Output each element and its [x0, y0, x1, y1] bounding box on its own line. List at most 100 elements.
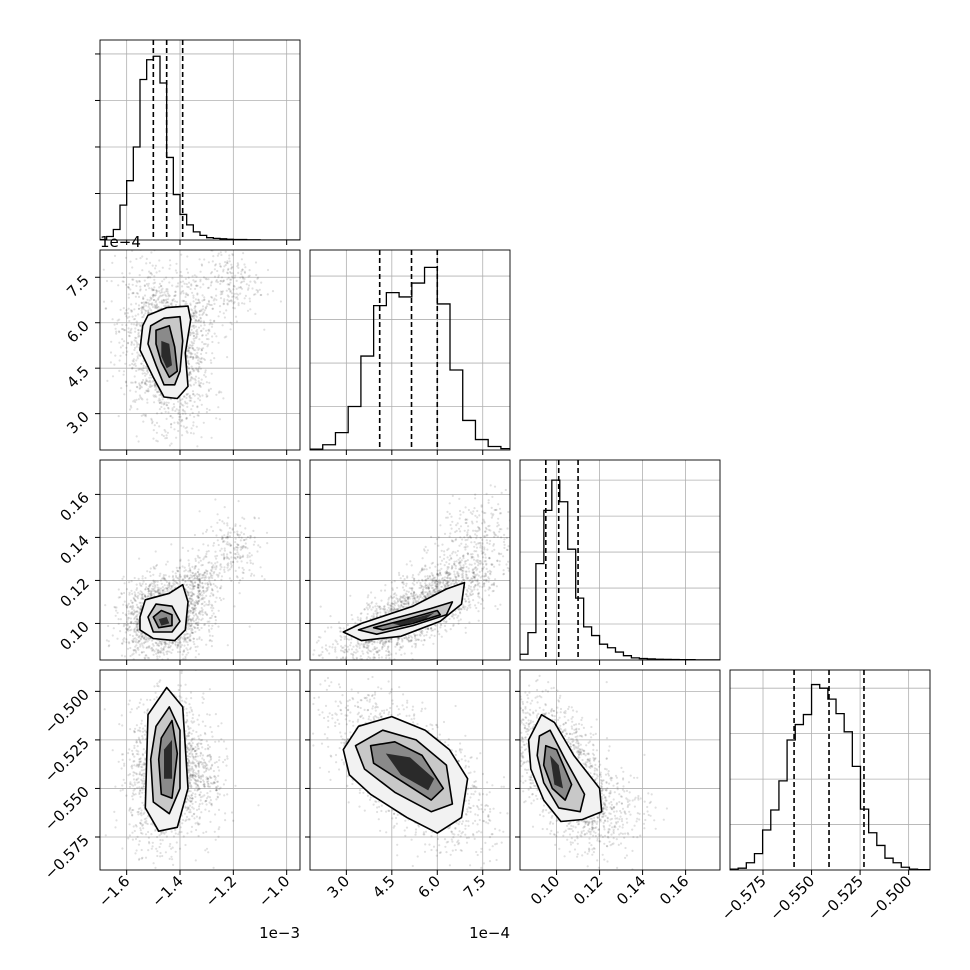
sample-point	[225, 261, 228, 264]
sample-point	[146, 276, 149, 279]
sample-point	[240, 270, 243, 273]
sample-point	[179, 650, 182, 654]
sample-point	[236, 543, 239, 546]
sample-point	[128, 315, 131, 318]
sample-point	[140, 597, 143, 600]
sample-point	[136, 613, 139, 617]
sample-point	[121, 272, 124, 275]
sample-point	[162, 574, 165, 577]
sample-point	[152, 579, 155, 582]
sample-point	[211, 567, 214, 570]
sample-point	[131, 283, 134, 286]
sample-point	[138, 582, 141, 585]
sample-point	[200, 598, 203, 601]
sample-point	[199, 360, 202, 364]
sample-point	[185, 302, 188, 305]
sample-point	[153, 275, 156, 278]
sample-point	[139, 637, 142, 640]
sample-point	[165, 677, 167, 679]
sample-point	[176, 645, 179, 648]
sample-point	[109, 351, 113, 354]
sample-point	[435, 579, 438, 582]
sample-point	[187, 359, 190, 362]
sample-point	[187, 559, 190, 562]
sample-point	[182, 425, 185, 428]
sample-point	[208, 620, 211, 623]
sample-point	[244, 546, 247, 549]
sample-point	[194, 656, 197, 659]
sample-point	[165, 295, 168, 298]
sample-point	[194, 319, 198, 322]
sample-point	[235, 575, 238, 578]
sample-point	[139, 605, 142, 608]
sample-point	[135, 435, 138, 438]
sample-point	[222, 554, 225, 557]
sample-point	[127, 330, 130, 334]
sample-point	[170, 426, 173, 429]
sample-point	[157, 588, 160, 592]
sample-point	[234, 524, 237, 528]
sample-point	[205, 393, 208, 396]
sample-point	[139, 285, 142, 288]
sample-point	[197, 583, 200, 587]
sample-point	[248, 274, 251, 277]
sample-point	[246, 561, 249, 564]
sample-point	[135, 603, 138, 607]
sample-point	[169, 646, 172, 649]
sample-point	[184, 574, 187, 577]
sample-point	[206, 345, 209, 348]
sample-point	[165, 301, 169, 304]
sample-point	[150, 594, 153, 597]
sample-point	[208, 580, 211, 583]
sample-point	[189, 574, 192, 577]
sample-point	[145, 637, 148, 641]
sample-point	[148, 592, 151, 595]
sample-point	[175, 262, 178, 265]
sample-point	[204, 371, 207, 374]
sample-point	[123, 340, 126, 343]
sample-point	[211, 335, 214, 338]
sample-point	[225, 535, 228, 538]
sample-point	[198, 310, 201, 313]
sample-point	[199, 577, 202, 580]
sample-point	[182, 289, 185, 293]
sample-point	[156, 649, 160, 652]
sample-point	[152, 293, 155, 296]
sample-point	[233, 552, 236, 555]
sample-point	[164, 574, 167, 577]
sample-point	[402, 574, 405, 578]
sample-point	[147, 303, 150, 306]
sample-point	[226, 356, 229, 359]
sample-point	[188, 346, 192, 349]
sample-point	[192, 324, 196, 327]
sample-point	[201, 574, 204, 577]
sample-point	[197, 618, 201, 621]
sample-point	[141, 582, 144, 586]
sample-point	[135, 385, 138, 388]
sample-point	[451, 615, 454, 618]
sample-point	[227, 569, 230, 572]
sample-point	[383, 642, 386, 645]
sample-point	[202, 576, 205, 579]
sample-point	[155, 271, 158, 274]
sample-point	[403, 652, 406, 655]
sample-point	[124, 381, 128, 384]
sample-point	[201, 617, 204, 620]
sample-point	[177, 282, 180, 285]
sample-point	[158, 592, 161, 596]
sample-point	[205, 587, 208, 590]
sample-point	[241, 571, 244, 574]
sample-point	[167, 674, 169, 676]
sample-point	[170, 543, 173, 546]
sample-point	[171, 641, 174, 644]
sample-point	[412, 594, 415, 598]
sample-point	[126, 604, 129, 607]
sample-point	[151, 585, 155, 588]
sample-point	[122, 603, 125, 606]
sample-point	[373, 663, 375, 665]
sample-point	[116, 611, 119, 614]
sample-point	[198, 347, 201, 350]
sample-point	[233, 292, 236, 295]
sample-point	[207, 544, 210, 547]
sample-point	[380, 639, 383, 642]
